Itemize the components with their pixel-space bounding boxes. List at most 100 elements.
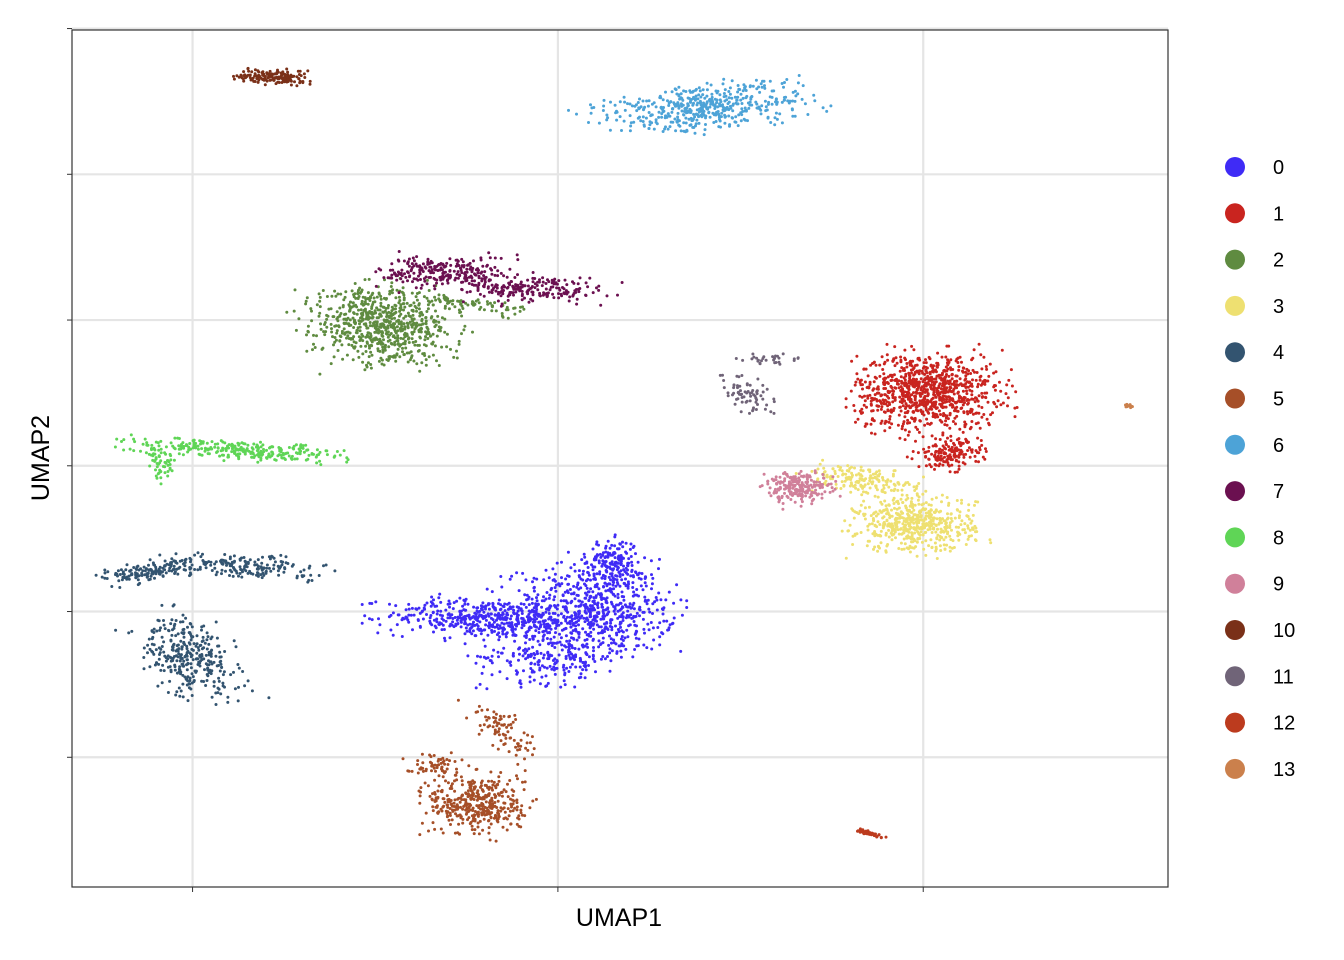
data-point <box>842 483 846 487</box>
data-point <box>369 350 373 354</box>
data-point <box>915 492 919 496</box>
data-point <box>502 788 506 792</box>
data-point <box>499 575 503 578</box>
data-point <box>426 307 430 311</box>
data-point <box>577 609 581 613</box>
data-point <box>569 625 573 629</box>
data-point <box>461 307 465 310</box>
data-point <box>418 335 422 339</box>
data-point <box>883 429 887 433</box>
data-point <box>930 497 934 501</box>
data-point <box>170 557 174 561</box>
data-point <box>210 569 214 572</box>
data-point <box>922 519 926 523</box>
data-point <box>535 599 539 603</box>
data-point <box>386 319 390 323</box>
data-point <box>532 656 536 660</box>
data-point <box>564 577 568 581</box>
data-point <box>437 364 441 367</box>
data-point <box>429 600 433 604</box>
data-point <box>146 651 149 655</box>
data-point <box>873 523 877 527</box>
data-point <box>410 331 414 334</box>
data-point <box>157 657 161 661</box>
data-point <box>489 624 493 627</box>
data-point <box>490 799 494 803</box>
data-point <box>912 348 916 352</box>
data-point <box>568 639 572 643</box>
data-point <box>924 464 928 468</box>
data-point <box>513 627 517 631</box>
data-point <box>613 533 617 537</box>
data-point <box>929 508 933 512</box>
data-point <box>529 661 533 665</box>
data-point <box>584 630 587 634</box>
data-point <box>547 655 551 659</box>
data-point <box>615 603 618 607</box>
data-point <box>937 464 941 468</box>
data-point <box>481 601 485 605</box>
data-point <box>970 389 974 393</box>
data-point <box>920 540 924 544</box>
data-point <box>964 543 968 546</box>
data-point <box>964 386 968 389</box>
data-point <box>553 672 557 676</box>
data-point <box>366 312 370 316</box>
data-point <box>875 488 879 492</box>
data-point <box>357 308 360 312</box>
data-point <box>148 577 152 581</box>
data-point <box>366 291 370 295</box>
data-point <box>322 564 325 568</box>
data-point <box>360 299 364 303</box>
data-point <box>589 615 593 618</box>
data-point <box>381 350 385 354</box>
data-point <box>484 618 488 622</box>
data-point <box>475 609 479 613</box>
data-point <box>557 653 561 657</box>
data-point <box>511 654 515 658</box>
data-point <box>501 626 504 630</box>
data-point <box>349 300 352 304</box>
data-point <box>976 436 980 440</box>
data-point <box>238 558 242 562</box>
data-point <box>386 335 390 339</box>
data-point <box>927 445 931 449</box>
data-point <box>612 609 616 613</box>
data-point <box>941 414 945 418</box>
data-point <box>285 310 289 314</box>
data-point <box>938 395 942 399</box>
data-point <box>968 427 972 431</box>
data-point <box>535 605 539 609</box>
data-point <box>411 322 415 326</box>
data-point <box>902 537 906 541</box>
data-point <box>318 372 322 376</box>
data-point <box>948 549 952 553</box>
data-point <box>484 605 488 608</box>
data-point <box>395 353 399 357</box>
data-point <box>942 543 946 547</box>
data-point <box>560 576 563 580</box>
data-point <box>989 541 993 545</box>
data-point <box>941 448 944 452</box>
data-point <box>422 606 426 610</box>
data-point <box>365 365 369 369</box>
data-point <box>983 457 987 461</box>
data-point <box>602 617 606 621</box>
data-point <box>657 591 661 595</box>
data-point <box>487 614 491 618</box>
data-point <box>601 636 605 640</box>
data-point <box>947 344 951 348</box>
data-point <box>471 629 475 633</box>
data-point <box>417 323 421 327</box>
data-point <box>974 449 978 453</box>
data-point <box>948 521 952 525</box>
data-point <box>945 397 949 401</box>
data-point <box>643 595 647 599</box>
data-point <box>850 359 854 363</box>
data-point <box>988 362 992 366</box>
data-point <box>163 559 167 563</box>
data-point <box>406 337 410 341</box>
data-point <box>379 297 383 301</box>
data-point <box>220 568 224 572</box>
